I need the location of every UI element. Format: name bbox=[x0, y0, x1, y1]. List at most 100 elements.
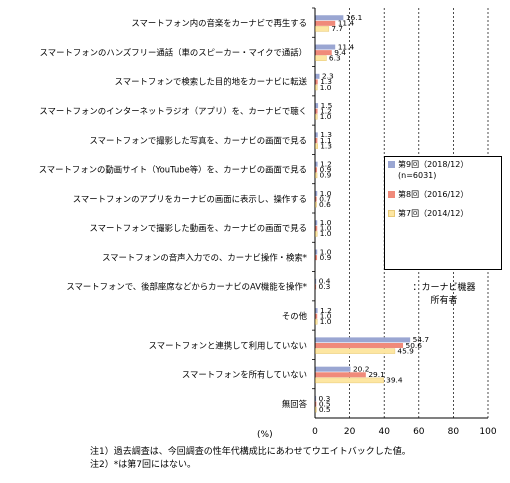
data-label: 9.4 bbox=[334, 48, 346, 57]
data-label: 1.0 bbox=[320, 189, 332, 198]
legend-label-2016: 第8回（2016/12） bbox=[398, 190, 469, 199]
bar bbox=[315, 401, 317, 407]
bar bbox=[315, 366, 351, 372]
data-label: 0.9 bbox=[320, 165, 332, 174]
data-label: 1.2 bbox=[320, 107, 332, 116]
bar bbox=[315, 313, 318, 319]
data-label: 0.3 bbox=[319, 394, 331, 403]
data-label: 7.7 bbox=[331, 24, 343, 33]
data-label: 39.4 bbox=[386, 376, 403, 385]
bar bbox=[315, 190, 318, 196]
category-label: スマートフォン内の音楽をカーナビで再生する bbox=[131, 18, 307, 28]
data-label: 1.0 bbox=[320, 83, 332, 92]
bar bbox=[315, 225, 318, 231]
category-label: スマートフォンで、後部座席などからカーナビのAV機能を操作* bbox=[66, 282, 307, 292]
data-label: 1.2 bbox=[320, 306, 332, 315]
x-axis-unit: (%) bbox=[257, 430, 273, 440]
data-label: 1.5 bbox=[321, 101, 333, 110]
bar bbox=[315, 167, 318, 173]
data-label: 1.0 bbox=[320, 247, 332, 256]
bar bbox=[315, 132, 318, 138]
data-label: 1.0 bbox=[320, 312, 332, 321]
category-label: スマートフォンのアプリをカーナビの画面に表示し、操作する bbox=[73, 194, 307, 204]
bar bbox=[315, 44, 336, 50]
legend-sublabel-2018: (n=6031) bbox=[398, 171, 437, 180]
bar bbox=[315, 55, 327, 61]
bar bbox=[315, 114, 318, 120]
data-label: 1.1 bbox=[320, 136, 332, 145]
data-label: 1.3 bbox=[320, 141, 332, 150]
bar bbox=[315, 172, 318, 179]
data-label: 1.2 bbox=[320, 159, 332, 168]
category-label: 無回答 bbox=[282, 399, 308, 409]
footnotes: 注1）過去調査は、今回調査の性年代構成比にあわせてウエイトバックした値。 注2）… bbox=[90, 446, 411, 472]
data-label: 1.0 bbox=[320, 229, 332, 238]
bar bbox=[315, 372, 366, 378]
bar bbox=[315, 249, 318, 255]
bar bbox=[315, 73, 320, 79]
x-tick-label: 80 bbox=[448, 427, 460, 437]
bar bbox=[315, 15, 344, 21]
category-label: スマートフォンの音声入力での、カーナビ操作・検索* bbox=[102, 252, 307, 262]
category-label: スマートフォンを所有していない bbox=[182, 370, 307, 380]
data-label: 11.4 bbox=[338, 42, 355, 51]
data-label: 1.3 bbox=[320, 130, 332, 139]
bar bbox=[315, 406, 317, 413]
data-label: 20.2 bbox=[353, 364, 369, 373]
legend-label-2018: 第9回（2018/12） bbox=[398, 160, 469, 169]
bar bbox=[315, 255, 318, 261]
data-label: 0.7 bbox=[319, 194, 331, 203]
data-label: 0.5 bbox=[319, 399, 331, 408]
bar bbox=[315, 395, 317, 401]
legend-item-2014: 第7回（2014/12） bbox=[388, 208, 498, 219]
x-tick-label: 0 bbox=[312, 427, 318, 437]
category-label: スマートフォンと連携して利用していない bbox=[149, 340, 307, 350]
category-label: スマートフォンのインターネットラジオ（アプリ）を、カーナビで聴く bbox=[39, 106, 307, 116]
category-label: スマートフォンで撮影した写真を、カーナビの画面で見る bbox=[90, 135, 308, 145]
data-label: 16.1 bbox=[346, 13, 363, 22]
bar bbox=[315, 319, 318, 325]
bar bbox=[315, 79, 318, 85]
x-tick-label: 60 bbox=[413, 427, 425, 437]
data-label: 2.3 bbox=[322, 72, 334, 81]
bar bbox=[315, 50, 332, 56]
legend-item-2016: 第8回（2016/12） bbox=[388, 189, 498, 200]
bar bbox=[315, 342, 404, 348]
data-label: 50.6 bbox=[406, 341, 423, 350]
data-label: 1.3 bbox=[320, 77, 332, 86]
data-label: 6.3 bbox=[329, 54, 341, 63]
bar bbox=[315, 108, 318, 114]
bar bbox=[315, 143, 318, 149]
data-label: 29.1 bbox=[368, 370, 385, 379]
data-label: 0.9 bbox=[320, 171, 332, 180]
data-label: 0.9 bbox=[320, 253, 332, 262]
bar bbox=[315, 26, 330, 32]
data-label: 0.4 bbox=[319, 277, 331, 286]
data-label: 1.0 bbox=[320, 224, 332, 233]
x-tick-label: 40 bbox=[378, 427, 390, 437]
category-label: スマートフォンのハンズフリー通話（車のスピーカー・マイクで通話） bbox=[40, 47, 307, 57]
data-label: 45.9 bbox=[397, 346, 414, 355]
bar bbox=[315, 201, 317, 208]
category-label: その他 bbox=[282, 311, 308, 321]
category-label: スマートフォンで検索した目的地をカーナビに転送 bbox=[115, 77, 308, 87]
data-label: 0.5 bbox=[319, 405, 331, 414]
legend-swatch-2014 bbox=[388, 210, 395, 217]
data-label: 1.0 bbox=[320, 218, 332, 227]
bar bbox=[315, 348, 396, 354]
bar bbox=[315, 103, 319, 109]
data-label: 0.3 bbox=[319, 282, 331, 291]
x-tick-label: 20 bbox=[344, 427, 356, 437]
data-label: 1.0 bbox=[320, 112, 332, 121]
legend-item-2018: 第9回（2018/12） (n=6031) bbox=[388, 159, 498, 181]
legend-note-line2: 所有者 bbox=[430, 296, 458, 306]
bar bbox=[315, 196, 317, 202]
bar bbox=[315, 377, 384, 384]
footnote-2: 注2）*は第7回にはない。 bbox=[90, 460, 196, 470]
x-tick-label: 100 bbox=[479, 427, 496, 437]
bar bbox=[315, 220, 318, 226]
chart-legend: 第9回（2018/12） (n=6031) 第8回（2016/12） 第7回（2… bbox=[384, 156, 502, 270]
bar bbox=[315, 337, 411, 343]
data-label: 54.7 bbox=[413, 335, 430, 344]
category-label: スマートフォンで撮影した動画を、カーナビの画面で見る bbox=[90, 223, 308, 233]
